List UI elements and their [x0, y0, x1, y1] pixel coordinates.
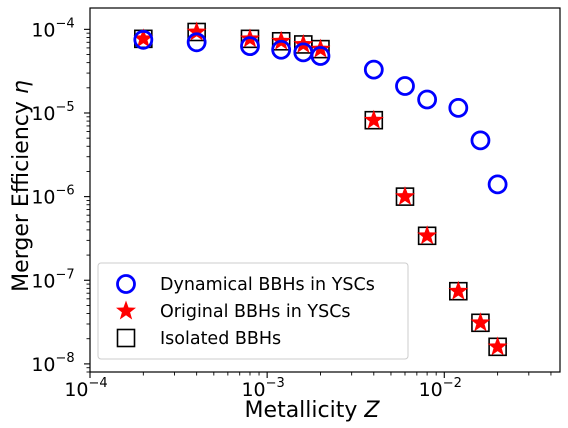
- star-data-point: [133, 28, 154, 48]
- circle-data-point: [417, 89, 438, 110]
- circle-data-point: [310, 46, 331, 66]
- x-axis-label: Metallicity Z: [245, 398, 381, 423]
- circle-data-point: [186, 32, 207, 53]
- x-tick-label: 10−3: [241, 376, 284, 401]
- y-tick-label: 10−5: [31, 100, 74, 125]
- legend-label: Dynamical BBHs in YSCs: [160, 275, 375, 295]
- y-tick-label: 10−6: [31, 184, 74, 209]
- y-tick-label: 10−8: [31, 351, 74, 376]
- legend-label: Original BBHs in YSCs: [160, 302, 351, 322]
- star-data-point: [448, 280, 469, 300]
- circle-data-point: [271, 39, 292, 60]
- circle-data-point: [363, 59, 384, 80]
- legend-circle-marker: [116, 274, 136, 294]
- star-data-point: [487, 336, 508, 356]
- star-data-point: [363, 109, 384, 129]
- circle-data-point: [395, 76, 415, 96]
- circle-data-point: [133, 29, 154, 50]
- circle-data-point: [240, 36, 260, 57]
- star-data-point: [417, 225, 438, 245]
- plot-frame: [89, 7, 561, 373]
- circle-data-point: [470, 130, 491, 151]
- circle-data-point: [487, 174, 508, 195]
- legend: Dynamical BBHs in YSCs Original BBHs in Y…: [97, 262, 409, 360]
- legend-box: [97, 262, 409, 360]
- y-axis-label: Merger Efficiency η: [9, 80, 34, 292]
- y-tick-label: 10−7: [31, 267, 74, 292]
- x-tick-label: 10−4: [64, 376, 107, 401]
- legend-label: Isolated BBHs: [160, 329, 281, 349]
- star-data-point: [395, 186, 415, 206]
- star-data-point: [470, 312, 491, 332]
- x-tick-label: 10−2: [419, 376, 462, 401]
- legend-square-marker: [116, 328, 136, 348]
- star-data-point: [186, 21, 207, 41]
- data-marks: [133, 21, 508, 357]
- axis-ticks: 10−4 10−3 10−2 10−8 10−7 10−6 10−5 10−4: [31, 16, 552, 401]
- legend-star-marker: [116, 300, 136, 320]
- y-tick-label: 10−4: [31, 16, 74, 41]
- circle-data-point: [448, 98, 469, 118]
